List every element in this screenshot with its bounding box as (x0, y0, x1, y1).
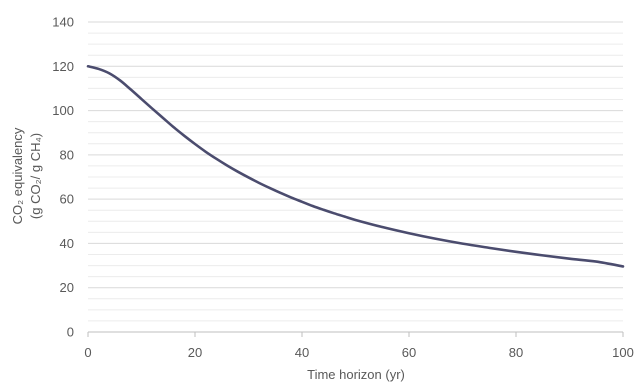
y-tick-label: 80 (60, 147, 74, 162)
x-tick-label: 40 (295, 345, 309, 360)
series (86, 64, 625, 268)
x-tick-label: 0 (84, 345, 91, 360)
y-tick-label: 0 (67, 325, 74, 340)
y-axis-title-line2: (g CO₂/ g CH₄) (28, 133, 43, 219)
x-tick-label: 20 (188, 345, 202, 360)
x-tick-label: 100 (612, 345, 634, 360)
x-tick-label: 80 (509, 345, 523, 360)
x-axis-title: Time horizon (yr) (307, 367, 405, 382)
grid (88, 21, 623, 333)
axes: 0 20 40 60 80 100 120 140 0 20 40 60 80 100 (52, 15, 634, 361)
y-tick-label: 120 (52, 59, 74, 74)
y-tick-label: 60 (60, 192, 74, 207)
y-axis-title-line1: CO₂ equivalency (10, 127, 25, 224)
y-tick-label: 40 (60, 236, 74, 251)
y-tick-label: 20 (60, 280, 74, 295)
y-tick-label: 140 (52, 15, 74, 30)
y-tick-label: 100 (52, 103, 74, 118)
series-line-0 (86, 64, 625, 268)
x-tick-label: 60 (402, 345, 416, 360)
